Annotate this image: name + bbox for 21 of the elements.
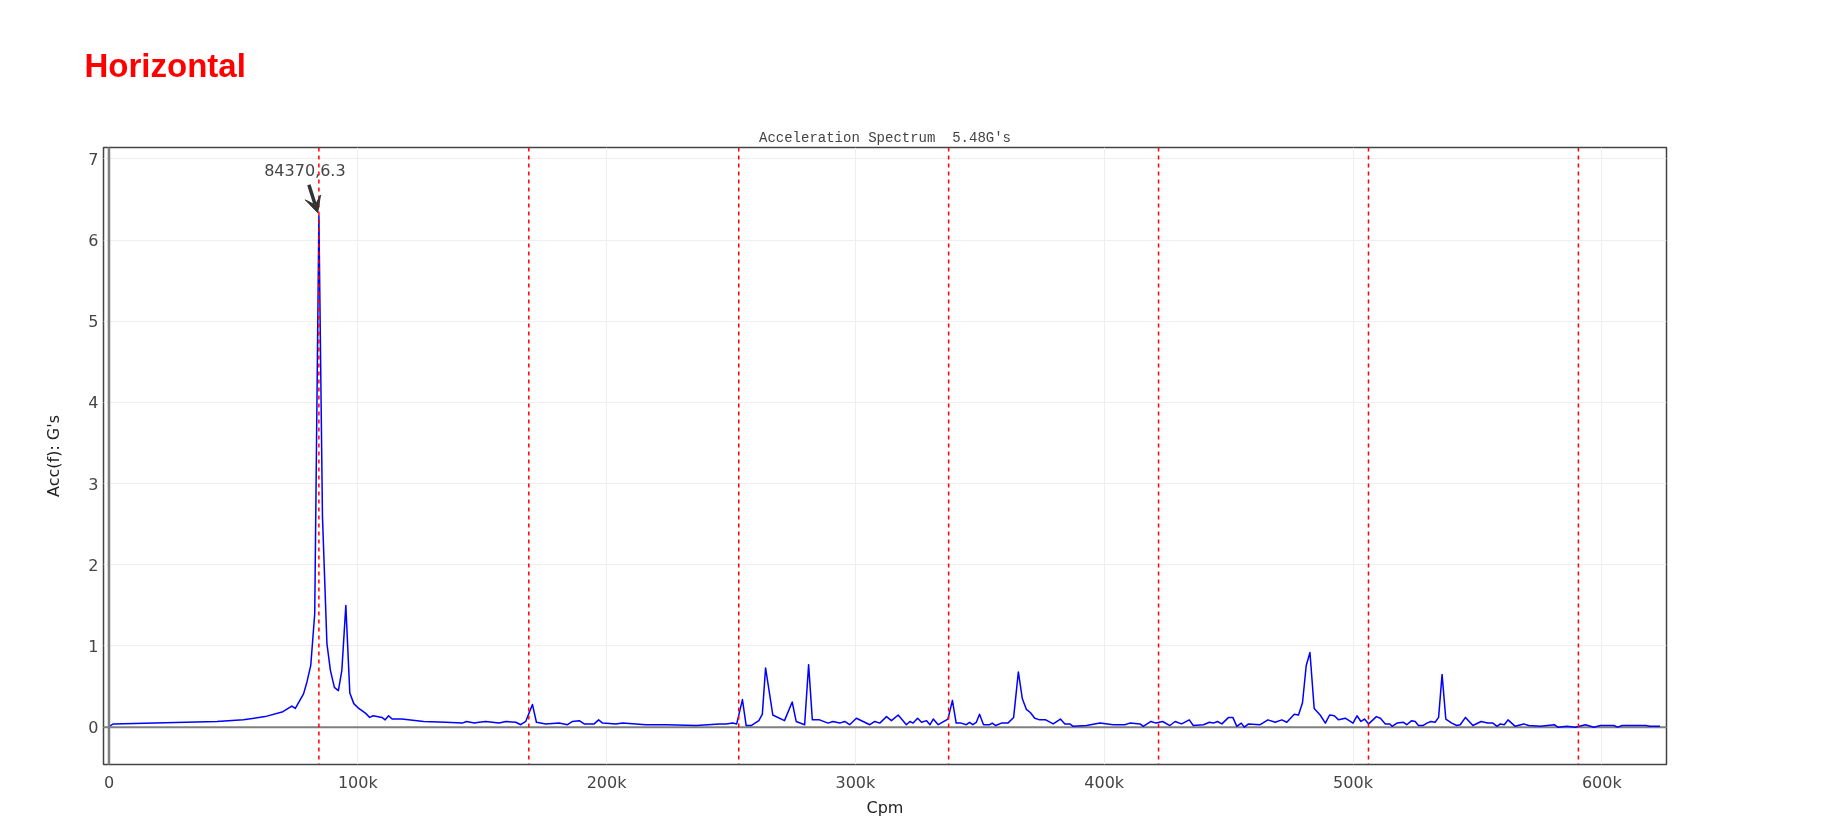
y-tick-label: 6 [88,231,99,251]
y-tick-label: 1 [88,636,99,656]
y-tick-label: 2 [88,555,99,575]
line-series [108,214,1661,728]
y-tick-label: 7 [88,149,99,169]
x-tick-label: 300k [835,772,877,792]
y-tick-label: 0 [88,718,99,738]
x-tick-label: 0 [103,772,115,792]
y-tick-label: 3 [88,474,99,494]
chart-title: Horizontal [84,46,246,84]
y-tick-label: 5 [88,312,99,332]
x-tick-label: 600k [1581,772,1623,792]
x-tick-label: 200k [586,772,628,792]
x-tick-label: 100k [337,772,379,792]
x-axis-title: Cpm [866,797,904,817]
annotation: 84370,6.3 [264,160,346,180]
x-tick-label: 500k [1333,772,1374,792]
chart-subtitle: Acceleration Spectrum 5.48G's [758,129,1012,146]
y-axis-title: Acc(f): G's [44,415,64,497]
y-tick-label: 4 [88,393,99,413]
x-tick-label: 400k [1084,772,1125,792]
